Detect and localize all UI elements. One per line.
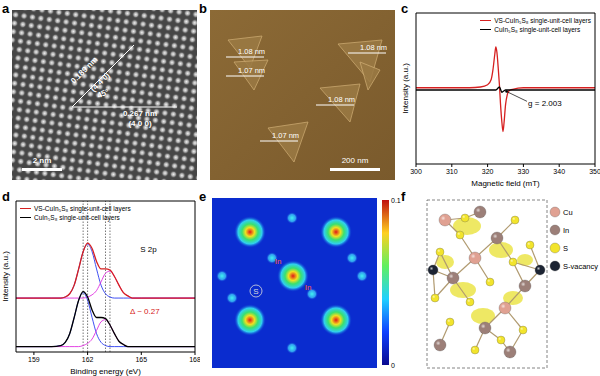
svg-text:In: In (563, 226, 569, 235)
svg-text:0.1: 0.1 (391, 197, 401, 204)
html-text:e: e (199, 189, 207, 204)
svg-text:Magnetic field (mT): Magnetic field (mT) (471, 179, 540, 188)
html-text:c: c (401, 1, 409, 16)
svg-text:45°: 45° (96, 87, 111, 100)
svg-text:310: 310 (446, 168, 458, 175)
svg-text:330: 330 (518, 168, 530, 175)
html-text:VS-CuIn₅S₈ single-unit-cell la: VS-CuIn₅S₈ single-unit-cell layers (494, 17, 591, 24)
html-text:a: a (2, 1, 10, 16)
svg-text:S: S (563, 244, 568, 253)
html-text:d: d (2, 189, 10, 204)
svg-text:165: 165 (135, 356, 147, 363)
svg-text:Δ ~ 0.27: Δ ~ 0.27 (130, 307, 160, 316)
svg-text:162: 162 (82, 356, 94, 363)
svg-text:340: 340 (553, 168, 565, 175)
svg-text:0.189 nm: 0.189 nm (68, 54, 100, 86)
svg-text:320: 320 (482, 168, 494, 175)
svg-text:1.08 nm: 1.08 nm (328, 95, 355, 104)
svg-text:(4 0 0): (4 0 0) (128, 119, 151, 128)
svg-text:S 2p: S 2p (140, 245, 157, 254)
html-text:CuIn₅S₈ single-unit-cell layer: CuIn₅S₈ single-unit-cell layers (34, 214, 120, 221)
svg-text:0: 0 (391, 362, 395, 369)
html-text:b: b (199, 1, 207, 16)
svg-text:1.08 nm: 1.08 nm (238, 47, 265, 56)
svg-text:(4 4 0): (4 4 0) (88, 70, 112, 94)
svg-text:Binding energy (eV): Binding energy (eV) (70, 367, 141, 376)
html-text:f: f (401, 189, 406, 204)
svg-text:2 nm: 2 nm (33, 156, 52, 165)
svg-text:g = 2.003: g = 2.003 (528, 99, 562, 108)
html-text:VS-CuIn₅S₈ single-unit-cell la: VS-CuIn₅S₈ single-unit-cell layers (34, 205, 131, 212)
svg-text:Intensity (a.u.): Intensity (a.u.) (1, 251, 10, 302)
svg-text:1.08 nm: 1.08 nm (360, 43, 387, 52)
html-text:CuIn₅S₈ single-unit-cell layer: CuIn₅S₈ single-unit-cell layers (494, 26, 581, 33)
svg-text:350: 350 (589, 168, 600, 175)
svg-text:300: 300 (410, 168, 422, 175)
svg-text:1.07 nm: 1.07 nm (272, 131, 299, 140)
svg-text:200 nm: 200 nm (342, 156, 369, 165)
svg-text:168: 168 (189, 356, 200, 363)
svg-text:S-vacancy: S-vacancy (563, 262, 598, 271)
svg-text:Intensity (a.u.): Intensity (a.u.) (401, 63, 410, 114)
svg-text:0.267 nm: 0.267 nm (123, 109, 157, 118)
svg-text:In: In (305, 283, 312, 292)
svg-text:Cu: Cu (563, 208, 573, 217)
svg-text:159: 159 (28, 356, 40, 363)
svg-text:S: S (253, 287, 258, 296)
svg-text:In: In (275, 257, 282, 266)
svg-text:1.07 nm: 1.07 nm (238, 66, 265, 75)
